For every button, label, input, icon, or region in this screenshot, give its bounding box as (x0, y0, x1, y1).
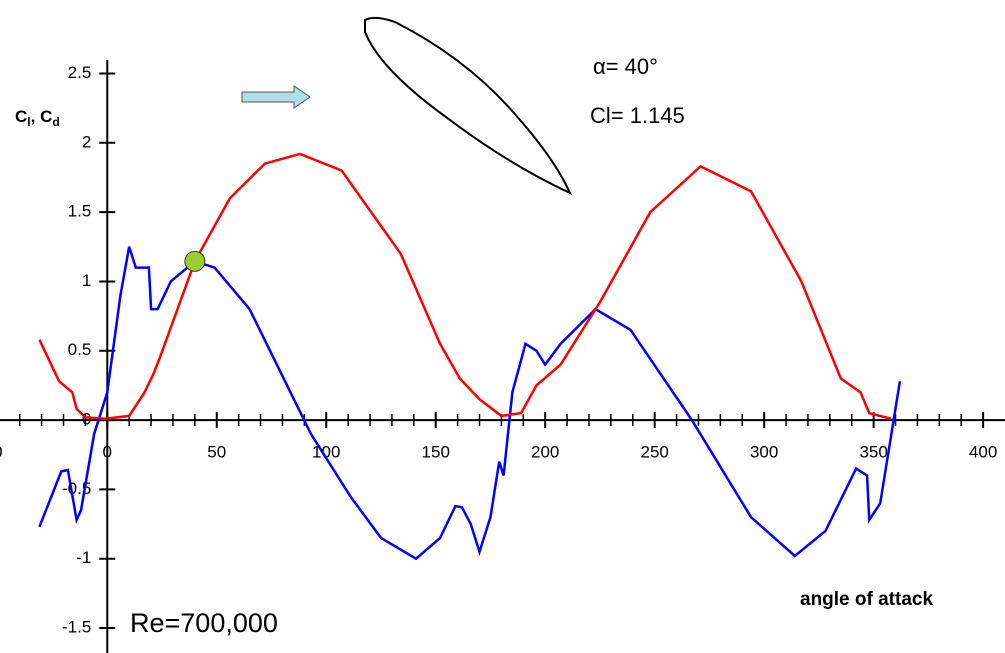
y-tick-label: -1 (76, 548, 91, 567)
x-tick-label: 0 (0, 443, 3, 462)
x-tick-label: 200 (531, 443, 559, 462)
y-tick-label: 1 (82, 271, 91, 290)
y-axis-label: Cl, Cd (15, 107, 60, 129)
x-tick-label: 350 (859, 443, 887, 462)
series-line (38, 152, 892, 420)
re-annotation: Re=700,000 (130, 608, 278, 638)
x-axis-label: angle of attack (800, 589, 933, 610)
x-tick-label: 300 (750, 443, 778, 462)
x-tick-label: 50 (207, 443, 226, 462)
x-tick-label: 250 (640, 443, 668, 462)
airfoil (364, 16, 573, 196)
flow-arrow (241, 85, 311, 109)
y-tick-label: 2.5 (68, 63, 92, 82)
cl-annotation: Cl= 1.145 (590, 103, 685, 128)
y-tick-label: 2 (82, 132, 91, 151)
x-tick-label: 150 (422, 443, 450, 462)
series-line (38, 246, 902, 561)
y-tick-label: -1.5 (62, 618, 91, 637)
angle-annotation: α= 40° (593, 54, 658, 79)
x-tick-label: 400 (969, 443, 997, 462)
y-tick-label: 0.5 (68, 340, 92, 359)
current-point (184, 250, 206, 272)
y-tick-label: 0 (82, 410, 91, 429)
x-tick-label: 0 (103, 443, 112, 462)
y-tick-label: 1.5 (68, 202, 92, 221)
